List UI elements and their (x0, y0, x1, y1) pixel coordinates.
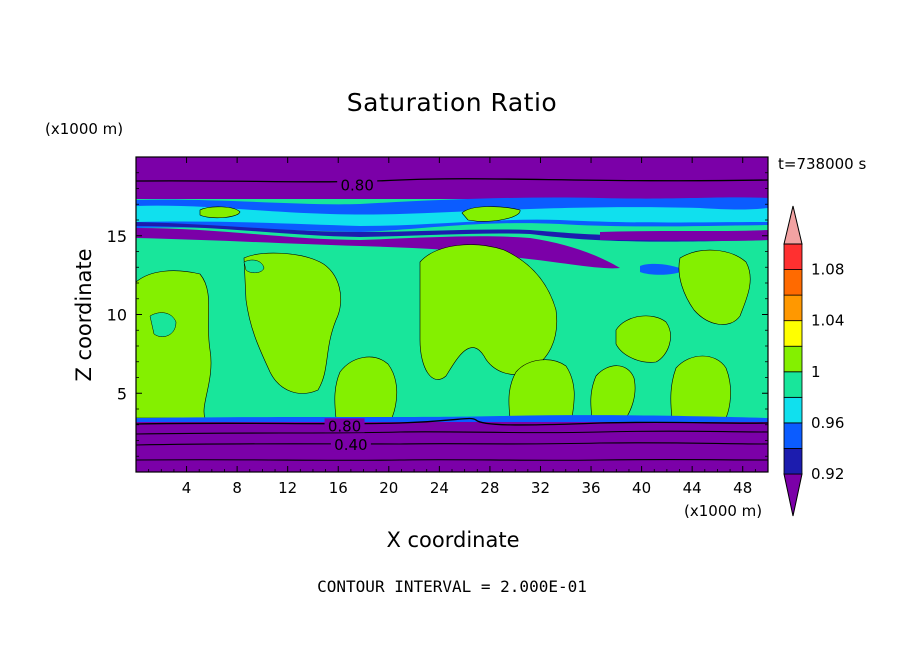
x-tick-label: 28 (480, 479, 499, 497)
contour-interval-note: CONTOUR INTERVAL = 2.000E-01 (317, 577, 587, 596)
convective-cell (670, 355, 731, 419)
x-tick-label: 20 (379, 479, 398, 497)
colorbar-over-triangle (783, 205, 803, 245)
colorbar-label: 1 (811, 363, 821, 381)
x-tick-label: 40 (632, 479, 651, 497)
colorbar-swatch (783, 294, 803, 322)
colorbar-label: 0.92 (811, 465, 844, 483)
contour-labels: 0.800.800.40 (324, 176, 378, 454)
mid-dry-tongue (136, 228, 620, 269)
lower-dry-layer (136, 422, 768, 472)
x-tick-label: 36 (581, 479, 600, 497)
upper-green-blob (461, 206, 521, 222)
colorbar-swatch (783, 243, 803, 270)
y-axis-units: (x1000 m) (45, 120, 124, 138)
convective-cell (590, 365, 636, 419)
contour-label: 0.80 (328, 417, 361, 435)
small-dry-patch (640, 263, 684, 275)
contour-label-bg (324, 418, 365, 433)
contour-label-bg (330, 437, 371, 452)
colorbar-swatch (783, 345, 803, 373)
convective-cell (243, 252, 342, 394)
contour-line-lower-040 (136, 442, 768, 446)
x-axis-label-text: X coordinate (386, 528, 520, 552)
x-tick-label: 32 (531, 479, 550, 497)
contour-label: 0.80 (340, 176, 373, 194)
upper-dry-layer (136, 157, 768, 199)
convective-cell (678, 249, 751, 325)
chart-title: Saturation Ratio (346, 88, 558, 117)
contour-line-lower-mid (136, 430, 768, 435)
convective-cell (136, 270, 212, 419)
convective-cell (334, 356, 398, 419)
contour-label: 0.40 (334, 436, 367, 454)
y-tick-label: 5 (117, 384, 127, 403)
convective-cell (508, 359, 575, 419)
x-axis-units: (x1000 m) (684, 502, 763, 520)
x-tick-label: 12 (278, 479, 297, 497)
x-tick-label: 44 (683, 479, 702, 497)
x-tick-label: 16 (329, 479, 348, 497)
x-tick-label: 24 (430, 479, 449, 497)
contour-line-lower-bottom (136, 459, 768, 461)
colorbar-swatch (783, 422, 803, 449)
x-tick-label: 8 (232, 479, 242, 497)
colorbar-under-triangle (783, 473, 803, 517)
contour-line-upper-080 (136, 178, 768, 183)
y-axis-label: Z coordinate (72, 248, 96, 382)
mid-dry-right (600, 230, 768, 241)
colorbar-swatch (783, 396, 803, 424)
x-tick-label: 4 (182, 479, 192, 497)
convective-cell (615, 315, 671, 363)
convective-cell (243, 259, 265, 273)
time-stamp: t=738000 s (778, 155, 867, 173)
contour-line-lower-080 (136, 417, 768, 426)
upper-cyan-patch (136, 205, 768, 226)
convective-cell (149, 312, 177, 337)
colorbar: 1.08 1.04 1 0.96 0.92 (783, 205, 844, 517)
colorbar-swatch (783, 269, 803, 296)
colorbar-label: 0.96 (811, 414, 844, 432)
contour-label-bg (337, 177, 378, 192)
y-axis-ticks: 5 10 15 (107, 172, 768, 457)
colorbar-swatch (783, 448, 803, 475)
y-tick-label: 15 (107, 227, 127, 246)
x-axis-label: X coordinate (0, 528, 904, 552)
colorbar-label: 1.08 (811, 261, 844, 279)
upper-green-blob (199, 206, 241, 219)
x-axis-ticks: 4 8 12 16 20 24 28 32 36 40 44 48 (148, 157, 756, 497)
colorbar-label: 1.04 (811, 312, 844, 330)
y-tick-label: 10 (107, 306, 127, 325)
contour-field: 0.800.800.40 (136, 157, 768, 472)
x-tick-label: 48 (733, 479, 752, 497)
colorbar-swatch (783, 371, 803, 398)
colorbar-swatch (783, 320, 803, 347)
